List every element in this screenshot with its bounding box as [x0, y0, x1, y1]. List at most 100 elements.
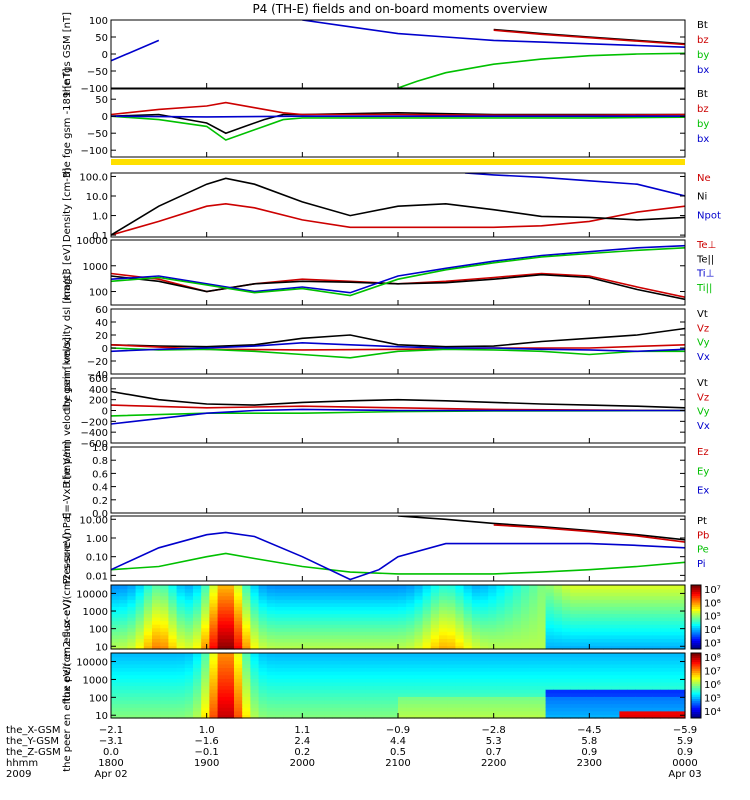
spectrogram-cell — [603, 602, 612, 607]
spectrogram-cell — [225, 595, 235, 600]
spectrogram-cell — [422, 585, 432, 590]
spectrogram-cell — [562, 617, 571, 622]
spectrogram-cell — [381, 645, 391, 650]
legend-item: Vz — [697, 323, 709, 334]
spectrogram-cell — [496, 606, 506, 611]
spectrogram-cell — [160, 602, 169, 607]
spectrogram-cell — [242, 641, 251, 647]
colorbar-cell — [691, 625, 701, 629]
spectrogram-cell — [488, 645, 497, 650]
spectrogram-cell — [406, 606, 415, 611]
spectrogram-cell — [570, 710, 579, 715]
spectrogram-cell — [225, 631, 235, 636]
spectrogram-cell — [225, 696, 235, 701]
spectrogram-cell — [250, 689, 260, 694]
spectrogram-cell — [447, 660, 456, 665]
spectrogram-cell — [242, 714, 251, 719]
spectrogram-cell — [291, 678, 301, 683]
spectrogram-cell — [217, 703, 227, 708]
spectrogram-cell — [635, 595, 645, 600]
spectrogram-cell — [603, 585, 612, 590]
spectrogram-cell — [340, 588, 350, 593]
spectrogram-cell — [488, 624, 497, 629]
spectrogram-cell — [668, 638, 678, 643]
spectrogram-cell — [332, 703, 342, 708]
spectrogram-cell — [389, 710, 399, 715]
spectrogram-cell — [266, 663, 276, 669]
spectrogram-cell — [201, 595, 210, 600]
spectrogram-cell — [422, 671, 432, 676]
spectrogram-cell — [562, 631, 571, 636]
y-tick-label: 0.01 — [86, 571, 108, 582]
spectrogram-cell — [562, 599, 571, 604]
spectrogram-cell — [381, 592, 391, 597]
spectrogram-cell — [332, 696, 342, 701]
spectrogram-cell — [553, 692, 563, 697]
spectrogram-cell — [611, 595, 620, 600]
y-tick-label: 0.1 — [92, 231, 108, 242]
spectrogram-cell — [217, 624, 227, 629]
spectrogram-cell — [463, 685, 473, 690]
spectrogram-cell — [521, 634, 530, 639]
spectrogram-cell — [168, 595, 178, 600]
spectrogram-cell — [357, 667, 366, 672]
spectrogram-cell — [439, 602, 448, 607]
spectrogram-cell — [111, 624, 120, 629]
legend-item: Pt — [697, 516, 707, 527]
spectrogram-cell — [299, 685, 309, 690]
spectrogram-cell — [135, 663, 145, 669]
spectrogram-cell — [234, 653, 243, 658]
spectrogram-cell — [242, 638, 251, 643]
spectrogram-cell — [652, 627, 661, 632]
spectrogram-cell — [193, 602, 202, 607]
spectrogram-cell — [332, 692, 342, 697]
spectrogram-cell — [225, 592, 235, 597]
spectrogram-cell — [594, 674, 604, 679]
spectrogram-cell — [135, 620, 145, 625]
spectrogram-cell — [340, 634, 350, 639]
spectrogram-cell — [316, 609, 325, 615]
spectrogram-cell — [119, 689, 128, 694]
spectrogram-cell — [447, 592, 456, 597]
spectrogram-cell — [430, 685, 440, 690]
spectrogram-cell — [521, 653, 530, 658]
spectrogram-cell — [307, 595, 317, 600]
spectrogram-cell — [111, 602, 120, 607]
spectrogram-cell — [160, 685, 169, 690]
spectrogram-cell — [389, 678, 399, 683]
spectrogram-cell — [496, 588, 506, 593]
spectrogram-cell — [201, 638, 210, 643]
spectrogram-cell — [652, 671, 661, 676]
colorbar-cell — [691, 591, 701, 595]
spectrogram-cell — [266, 671, 276, 676]
spectrogram-cell — [365, 620, 374, 625]
spectrogram-cell — [455, 660, 465, 665]
spectrogram-cell — [471, 671, 481, 676]
spectrogram-cell — [119, 620, 128, 625]
spectrogram-cell — [488, 602, 497, 607]
spectrogram-cell — [348, 692, 358, 697]
spectrogram-cell — [389, 602, 399, 607]
spectrogram-cell — [225, 656, 235, 661]
spectrogram-cell — [570, 699, 579, 705]
spectrogram-cell — [381, 699, 391, 705]
spectrogram-cell — [545, 606, 555, 611]
spectrogram-cell — [348, 707, 358, 712]
spectrogram-cell — [652, 620, 661, 625]
series-line-by — [397, 52, 685, 88]
spectrogram-cell — [586, 710, 596, 715]
spectrogram-cell — [652, 678, 661, 683]
spectrogram-cell — [578, 714, 588, 719]
spectrogram-cell — [619, 696, 629, 701]
colorbar-cell — [691, 634, 701, 637]
spectrogram-cell — [471, 620, 481, 625]
spectrogram-cell — [258, 602, 268, 607]
spectrogram-cell — [676, 667, 686, 672]
spectrogram-cell — [430, 703, 440, 708]
spectrogram-cell — [619, 613, 629, 618]
spectrogram-cell — [127, 617, 137, 622]
spectrogram-cell — [463, 681, 473, 687]
spectrogram-cell — [201, 617, 210, 622]
spectrogram-cell — [455, 653, 465, 658]
spectrogram-cell — [373, 588, 383, 593]
